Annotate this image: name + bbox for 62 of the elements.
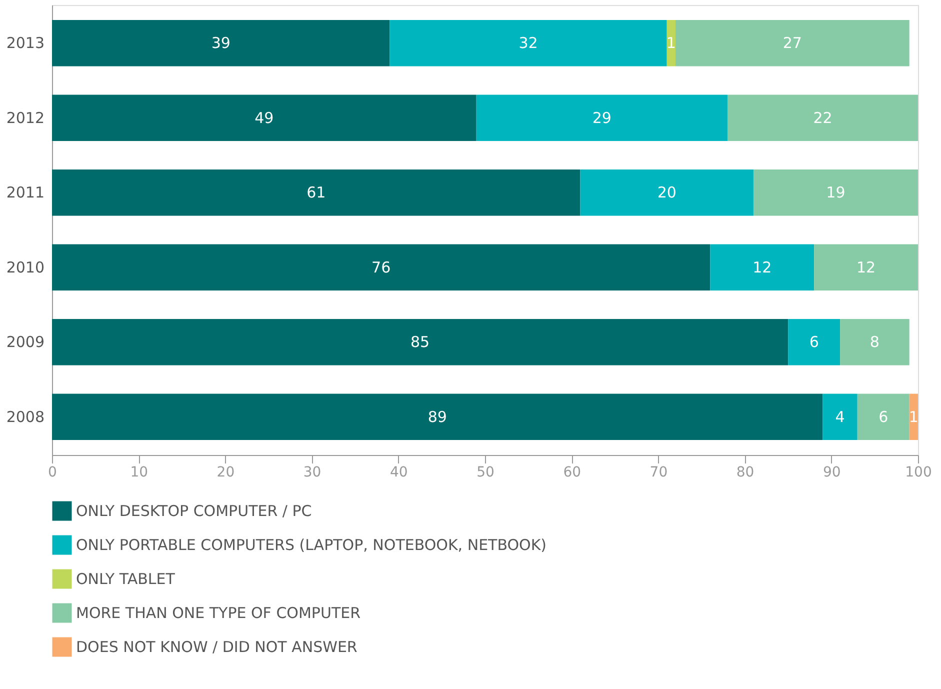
y-tick-label: 2012	[6, 108, 44, 127]
x-tick-label: 50	[476, 464, 494, 480]
data-label: 29	[592, 108, 612, 127]
data-label: 8	[870, 333, 880, 352]
bar	[909, 394, 918, 440]
bar	[52, 20, 390, 66]
legend-label: MORE THAN ONE TYPE OF COMPUTER	[76, 604, 361, 622]
data-label: 4	[835, 408, 845, 426]
data-label: 1	[666, 34, 676, 52]
bar	[753, 169, 918, 216]
bar	[52, 94, 476, 142]
data-label: 76	[372, 258, 391, 276]
x-tick-label: 0	[48, 464, 57, 480]
x-tick-label: 90	[822, 464, 841, 480]
y-tick-label: 2010	[6, 258, 44, 276]
bar	[727, 94, 918, 142]
legend-label: ONLY TABLET	[76, 570, 176, 588]
data-label: 49	[254, 108, 274, 127]
data-label: 27	[782, 34, 802, 52]
bar	[580, 169, 754, 216]
data-label: 32	[518, 34, 538, 52]
data-label: 61	[306, 184, 326, 202]
y-tick-label: 2009	[6, 333, 44, 352]
bar	[666, 20, 676, 66]
y-tick-label: 2011	[6, 184, 44, 202]
bar	[390, 20, 667, 66]
data-label: 39	[211, 34, 230, 52]
x-tick-label: 20	[216, 464, 235, 480]
bar	[788, 318, 840, 366]
legend-label: ONLY DESKTOP COMPUTER / PC	[76, 502, 312, 520]
x-tick-label: 60	[563, 464, 582, 480]
bar	[676, 20, 910, 66]
legend-label: ONLY PORTABLE COMPUTERS (LAPTOP, NOTEBOOK, NETBOOK)	[76, 536, 547, 554]
bar	[52, 244, 710, 291]
x-tick-label: 40	[390, 464, 408, 480]
y-tick-label: 2008	[6, 408, 44, 426]
data-label: 89	[428, 408, 447, 426]
y-tick-label: 2013	[6, 34, 44, 52]
data-label: 12	[856, 258, 876, 276]
bar	[857, 394, 910, 440]
legend-label: DOES NOT KNOW / DID NOT ANSWER	[76, 638, 358, 656]
data-label: 85	[410, 333, 430, 352]
data-label: 22	[813, 108, 832, 127]
bar	[52, 169, 580, 216]
data-label: 19	[826, 184, 846, 202]
x-tick-label: 80	[736, 464, 754, 480]
x-tick-label: 70	[650, 464, 668, 480]
data-label: 12	[752, 258, 772, 276]
bar	[52, 394, 823, 440]
x-tick-label: 10	[130, 464, 148, 480]
data-label: 6	[878, 408, 888, 426]
bar	[52, 318, 788, 366]
bar	[710, 244, 814, 291]
bar	[822, 394, 858, 440]
bar	[476, 94, 728, 142]
data-label: 20	[657, 184, 676, 202]
bar	[814, 244, 918, 291]
x-tick-label: 30	[303, 464, 322, 480]
data-label: 6	[809, 333, 819, 352]
data-label: 1	[908, 408, 918, 426]
bar	[840, 318, 910, 366]
x-tick-label: 100	[905, 464, 932, 480]
